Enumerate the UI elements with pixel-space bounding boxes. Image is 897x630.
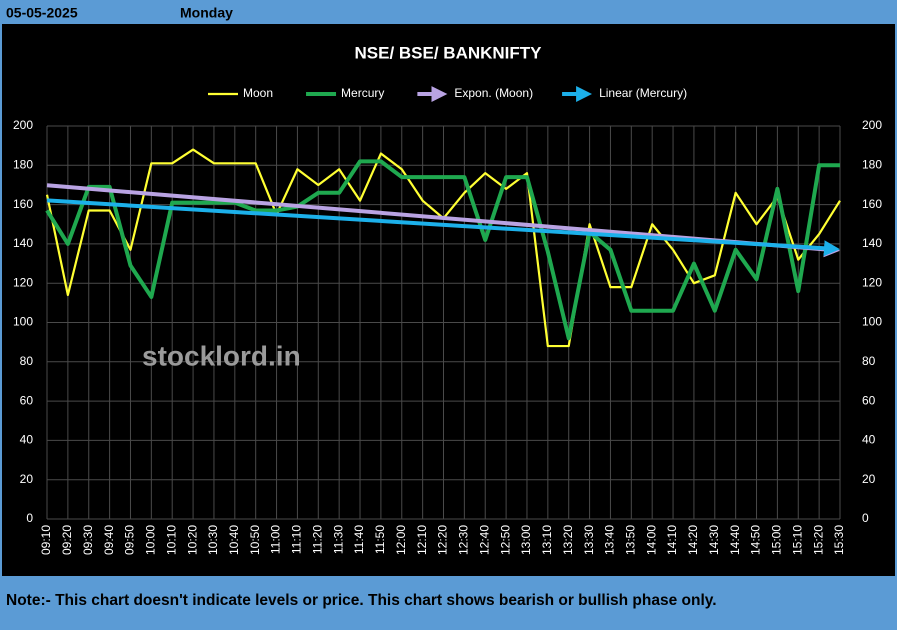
x-tick-label: 10:50: [248, 525, 262, 555]
x-tick-label: 11:50: [373, 525, 387, 554]
x-tick-label: 13:50: [623, 525, 637, 555]
y-tick-label: 200: [13, 118, 33, 132]
x-tick-label: 15:20: [811, 525, 825, 555]
y-tick-label: 80: [20, 354, 34, 368]
y2-tick-label: 20: [862, 472, 876, 486]
x-tick-label: 12:30: [457, 525, 471, 555]
y2-tick-label: 100: [862, 315, 882, 329]
x-tick-label: 12:00: [394, 525, 408, 555]
y2-tick-label: 140: [862, 236, 882, 250]
x-tick-label: 10:40: [227, 525, 241, 555]
x-tick-label: 10:20: [185, 525, 199, 555]
x-tick-label: 11:40: [352, 525, 366, 554]
x-tick-label: 09:50: [123, 525, 137, 555]
y-tick-label: 20: [20, 472, 34, 486]
top-bar: [0, 0, 897, 24]
x-tick-label: 12:20: [436, 525, 450, 555]
legend-label: Linear (Mercury): [599, 86, 687, 100]
y-tick-label: 160: [13, 197, 33, 211]
legend-label: Moon: [243, 86, 273, 100]
x-tick-label: 14:10: [665, 525, 679, 555]
x-tick-label: 11:30: [331, 525, 345, 554]
x-tick-label: 12:40: [477, 525, 491, 555]
x-tick-label: 13:00: [519, 525, 533, 555]
y2-tick-label: 200: [862, 118, 882, 132]
date: 05-05-2025: [6, 5, 78, 21]
y2-tick-label: 160: [862, 197, 882, 211]
x-tick-label: 10:00: [144, 525, 158, 555]
y-tick-label: 180: [13, 157, 33, 171]
y2-tick-label: 180: [862, 157, 882, 171]
x-tick-label: 14:40: [728, 525, 742, 555]
x-tick-label: 09:30: [81, 525, 95, 555]
series-line: [45, 159, 840, 341]
y2-tick-label: 120: [862, 275, 882, 289]
note: Note:- This chart doesn't indicate level…: [6, 592, 717, 609]
day: Monday: [180, 5, 233, 21]
x-tick-label: 15:10: [790, 525, 804, 555]
x-tick-label: 15:30: [832, 525, 846, 555]
x-tick-label: 09:10: [39, 525, 53, 555]
x-tick-label: 14:50: [749, 525, 763, 555]
y-tick-label: 140: [13, 236, 33, 250]
x-tick-label: 12:10: [415, 525, 429, 555]
y-tick-label: 120: [13, 275, 33, 289]
x-tick-label: 13:40: [603, 525, 617, 555]
trendline: [46, 198, 840, 257]
y-tick-label: 100: [13, 315, 33, 329]
x-tick-label: 14:00: [644, 525, 658, 555]
x-tick-label: 15:00: [770, 525, 784, 555]
y-tick-label: 40: [20, 433, 34, 447]
x-tick-label: 13:30: [582, 525, 596, 555]
x-tick-label: 14:20: [686, 525, 700, 555]
x-tick-label: 10:10: [164, 525, 178, 555]
x-tick-label: 11:20: [310, 525, 324, 554]
x-tick-label: 14:30: [707, 525, 721, 555]
x-tick-label: 10:30: [206, 525, 220, 555]
watermark: stocklord.in: [142, 340, 301, 371]
x-tick-label: 13:20: [561, 525, 575, 555]
x-tick-label: 12:50: [498, 525, 512, 555]
y2-tick-label: 80: [862, 354, 876, 368]
y-tick-label: 0: [26, 511, 33, 525]
y2-tick-label: 40: [862, 433, 876, 447]
y2-tick-label: 60: [862, 393, 876, 407]
chart-area: [2, 24, 895, 576]
x-tick-label: 09:20: [60, 525, 74, 555]
x-tick-label: 09:40: [102, 525, 116, 555]
chart-title: NSE/ BSE/ BANKNIFTY: [354, 43, 542, 62]
x-tick-label: 11:00: [269, 525, 283, 554]
legend-label: Expon. (Moon): [454, 86, 533, 100]
x-tick-label: 13:10: [540, 525, 554, 555]
note-bar: [2, 578, 895, 622]
y2-tick-label: 0: [862, 511, 869, 525]
legend-label: Mercury: [341, 86, 384, 100]
x-tick-label: 11:10: [290, 525, 304, 554]
y-tick-label: 60: [20, 393, 34, 407]
